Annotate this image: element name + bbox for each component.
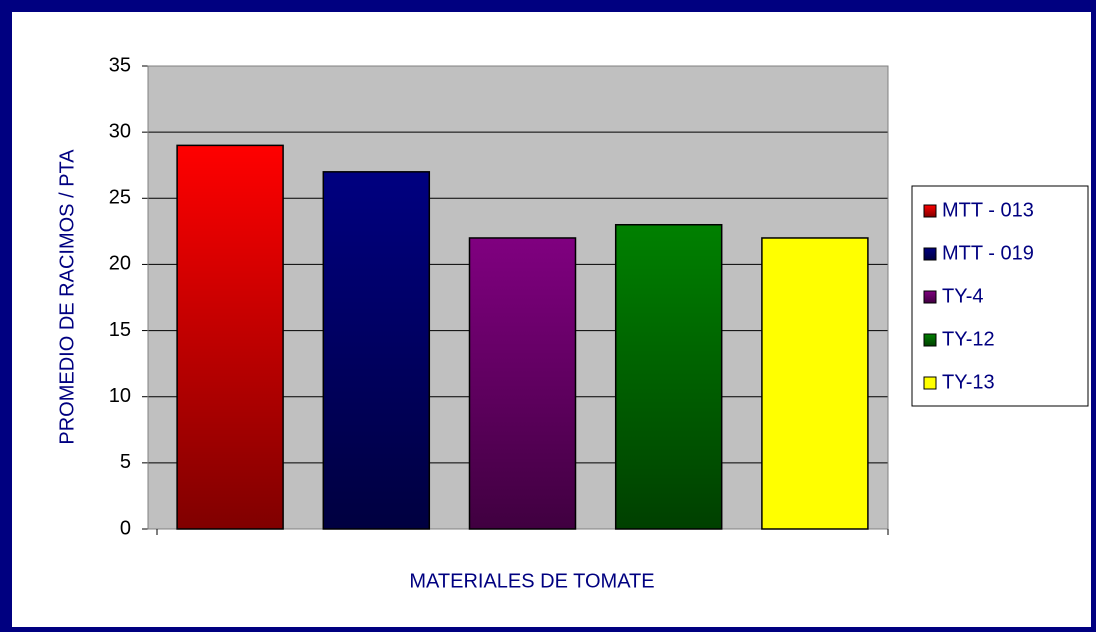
y-tick-label: 30 — [109, 120, 131, 142]
bar — [322, 171, 431, 530]
legend-label: TY-13 — [942, 371, 995, 393]
y-axis-label: PROMEDIO DE RACIMOS / PTA — [56, 149, 78, 445]
legend-label: TY-4 — [942, 285, 984, 307]
y-tick-label: 10 — [109, 385, 131, 407]
y-tick-label: 5 — [120, 451, 131, 473]
legend — [911, 185, 1089, 407]
bar — [468, 237, 577, 530]
y-tick-label: 15 — [109, 319, 131, 341]
legend-swatch — [923, 333, 937, 347]
bar — [614, 223, 723, 530]
y-tick-label: 35 — [109, 54, 131, 76]
legend-swatch — [923, 376, 937, 390]
legend-swatch — [923, 247, 937, 261]
y-tick-label: 0 — [120, 517, 131, 539]
y-tick-label: 25 — [109, 187, 131, 209]
y-tick-label: 20 — [109, 253, 131, 275]
bar — [176, 144, 284, 530]
legend-label: MTT - 013 — [942, 199, 1034, 221]
bar — [761, 237, 869, 530]
legend-label: MTT - 019 — [942, 242, 1034, 264]
x-axis-label: MATERIALES DE TOMATE — [409, 570, 654, 592]
legend-swatch — [923, 204, 937, 218]
legend-label: TY-12 — [942, 328, 995, 350]
legend-swatch — [923, 290, 937, 304]
